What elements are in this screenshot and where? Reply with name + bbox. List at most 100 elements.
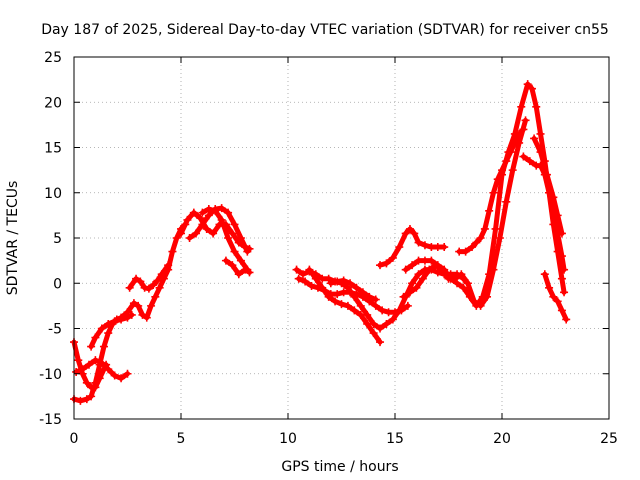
series-track-3 [70, 220, 190, 405]
data-point-marker [388, 253, 397, 262]
data-point-marker [425, 265, 434, 274]
series-track-4 [87, 310, 136, 351]
x-tick-label: 10 [279, 431, 297, 447]
data-point-marker [298, 270, 307, 279]
data-point-marker [371, 295, 380, 304]
data-point-marker [519, 125, 528, 134]
data-point-marker [549, 193, 558, 202]
data-point-marker [123, 369, 132, 378]
data-point-marker [337, 300, 346, 309]
data-point-marker [136, 277, 145, 286]
data-point-marker [485, 206, 494, 215]
data-point-marker [144, 284, 153, 293]
data-point-marker [228, 229, 237, 238]
data-point-marker [138, 310, 147, 319]
data-point-marker [399, 292, 408, 301]
data-point-marker [99, 342, 108, 351]
data-point-marker [489, 188, 498, 197]
data-point-marker [412, 283, 421, 292]
data-point-marker [382, 259, 391, 268]
data-point-marker [356, 310, 365, 319]
y-axis-title: SDTVAR / TECUs [5, 181, 21, 296]
data-point-marker [401, 229, 410, 238]
data-point-marker [405, 288, 414, 297]
data-point-marker [408, 261, 417, 270]
data-point-marker [557, 252, 566, 261]
x-tick-label: 5 [177, 431, 186, 447]
grid [74, 57, 609, 419]
data-point-marker [127, 310, 136, 319]
series-line [401, 117, 529, 309]
data-point-marker [358, 288, 367, 297]
data-point-marker [333, 290, 342, 299]
data-point-marker [502, 197, 511, 206]
data-point-marker [376, 324, 385, 333]
data-point-marker [414, 270, 423, 279]
data-point-marker [485, 270, 494, 279]
data-point-marker [401, 265, 410, 274]
data-point-marker [365, 292, 374, 301]
data-point-marker [523, 80, 532, 89]
data-point-marker [557, 229, 566, 238]
data-point-marker [224, 234, 233, 242]
data-point-marker [382, 319, 391, 328]
data-point-marker [553, 211, 562, 220]
series-track-9 [221, 256, 254, 279]
data-point-marker [245, 268, 254, 277]
data-point-marker [204, 205, 213, 214]
data-point-marker [241, 265, 250, 274]
data-point-marker [82, 395, 91, 404]
data-point-marker [403, 301, 412, 310]
data-point-marker [97, 324, 106, 333]
data-point-marker [510, 138, 519, 147]
data-point-marker [557, 306, 566, 315]
series-line [306, 267, 383, 345]
data-point-marker [153, 276, 162, 285]
data-point-marker [123, 313, 132, 322]
data-point-marker [465, 292, 474, 301]
data-point-marker [530, 134, 539, 143]
series-track-17 [455, 125, 528, 256]
data-point-marker [418, 274, 427, 283]
data-point-marker [311, 274, 320, 283]
data-point-marker [177, 229, 185, 238]
series-track-12 [305, 265, 385, 347]
data-point-marker [397, 306, 406, 315]
x-axis-title: GPS time / hours [281, 459, 398, 475]
y-tick-label: 10 [44, 186, 62, 202]
data-point-marker [324, 292, 333, 301]
data-point-marker [110, 317, 119, 326]
data-point-marker [234, 270, 243, 279]
data-point-marker [147, 301, 156, 310]
data-point-marker [125, 283, 134, 292]
data-point-marker [76, 396, 85, 405]
axis-ticks: 0 5 10 15 20 25 -15 -10 -5 0 5 10 15 20 25 [39, 50, 618, 447]
data-point-marker [129, 299, 138, 308]
data-point-marker [333, 277, 342, 286]
data-point-marker [369, 329, 378, 338]
data-point-marker [331, 297, 340, 306]
data-point-marker [356, 301, 365, 310]
data-point-marker [506, 148, 515, 157]
data-point-marker [74, 356, 83, 365]
data-point-marker [427, 256, 436, 265]
data-point-marker [318, 283, 327, 292]
data-point-marker [542, 170, 551, 179]
y-tick-label: -15 [39, 412, 62, 428]
data-point-marker [132, 274, 141, 283]
data-point-marker [301, 277, 310, 286]
data-point-marker [202, 224, 211, 233]
data-point-marker [326, 279, 335, 288]
data-point-marker [292, 265, 301, 274]
data-point-marker [472, 238, 481, 247]
data-point-marker [453, 279, 462, 288]
series-track-20 [540, 270, 571, 324]
y-tick-label: 0 [53, 276, 62, 292]
data-point-marker [228, 261, 237, 270]
data-point-marker [459, 283, 468, 292]
data-point-marker [553, 297, 562, 306]
data-point-marker [346, 288, 355, 297]
data-point-marker [476, 234, 485, 242]
data-point-marker [388, 315, 397, 324]
